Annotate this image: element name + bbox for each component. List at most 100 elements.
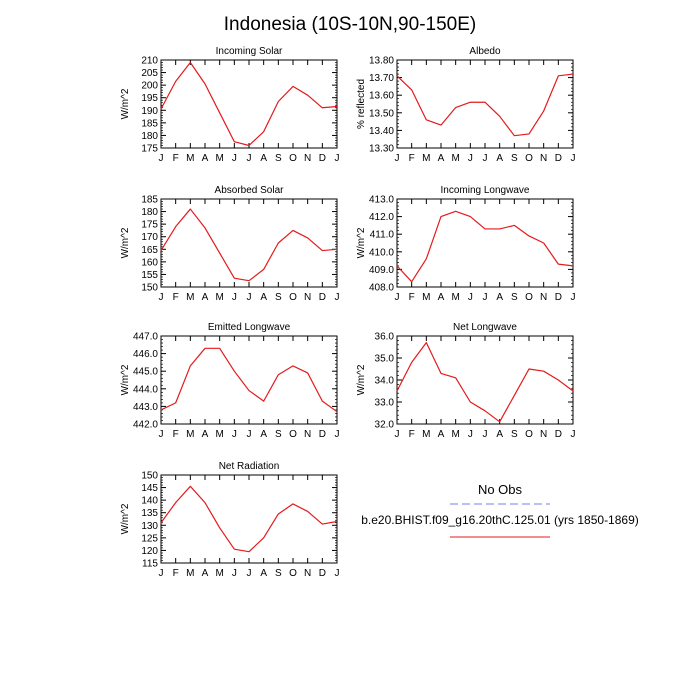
y-tick-label: 200 xyxy=(141,81,158,92)
x-tick-label: J xyxy=(483,429,488,440)
y-tick-label: 120 xyxy=(141,546,158,557)
x-tick-label: J xyxy=(335,292,340,303)
x-tick-label: A xyxy=(202,292,209,303)
x-tick-label: J xyxy=(395,292,400,303)
y-axis-label: % reflected xyxy=(356,79,367,129)
y-tick-label: 445.0 xyxy=(133,367,158,378)
x-tick-label: J xyxy=(232,292,237,303)
x-tick-label: O xyxy=(289,153,297,164)
x-tick-label: M xyxy=(186,429,194,440)
x-tick-label: N xyxy=(304,568,311,579)
x-tick-label: J xyxy=(247,292,252,303)
x-tick-label: A xyxy=(438,153,445,164)
y-tick-label: 13.80 xyxy=(369,56,394,67)
y-tick-label: 13.40 xyxy=(369,126,394,137)
y-tick-label: 410.0 xyxy=(369,247,394,258)
y-tick-label: 180 xyxy=(141,131,158,142)
y-tick-label: 150 xyxy=(141,283,158,294)
y-tick-label: 34.0 xyxy=(375,376,395,387)
x-tick-label: D xyxy=(555,429,562,440)
x-tick-label: N xyxy=(540,292,547,303)
x-tick-label: A xyxy=(260,292,267,303)
plot-frame xyxy=(160,335,338,425)
y-tick-label: 185 xyxy=(141,195,158,206)
y-axis-label: W/m^2 xyxy=(120,503,131,534)
chart-panel: Emitted Longwave W/m^2 442.0 443.0 444.0 445.… xyxy=(120,322,340,440)
panel-title: Albedo xyxy=(469,46,501,57)
chart-panel: Net RadiationW/m^21151201251301351401451… xyxy=(120,461,340,579)
x-tick-label: A xyxy=(496,429,503,440)
x-tick-label: F xyxy=(173,568,179,579)
x-tick-label: F xyxy=(173,429,179,440)
y-tick-label: 145 xyxy=(141,483,158,494)
y-tick-label: 412.0 xyxy=(369,212,394,223)
x-tick-label: J xyxy=(159,568,164,579)
x-tick-label: J xyxy=(247,568,252,579)
x-tick-label: F xyxy=(409,292,415,303)
x-tick-label: J xyxy=(232,429,237,440)
panel-title: Incoming Longwave xyxy=(441,185,530,196)
y-tick-label: 135 xyxy=(141,508,158,519)
x-tick-label: J xyxy=(335,429,340,440)
x-tick-label: A xyxy=(202,568,209,579)
x-tick-label: J xyxy=(468,153,473,164)
x-tick-label: J xyxy=(483,153,488,164)
plot-frame xyxy=(160,59,338,149)
y-tick-label: 446.0 xyxy=(133,349,158,360)
y-axis-label: W/m^2 xyxy=(120,364,131,395)
y-tick-label: 411.0 xyxy=(370,230,395,241)
y-tick-label: 115 xyxy=(142,559,158,570)
panel-title: Net Radiation xyxy=(219,461,280,472)
x-tick-label: O xyxy=(525,429,533,440)
y-tick-label: 180 xyxy=(141,207,158,218)
x-tick-label: S xyxy=(275,568,282,579)
x-tick-label: O xyxy=(525,153,533,164)
panel-title: Incoming Solar xyxy=(216,46,283,57)
y-tick-label: 13.70 xyxy=(369,73,394,84)
x-tick-label: A xyxy=(438,429,445,440)
y-tick-label: 160 xyxy=(141,257,158,268)
chart-panel: Incoming Longwave W/m^2 408.0 409.0 410.0 411… xyxy=(356,185,576,303)
x-tick-label: J xyxy=(247,153,252,164)
y-tick-label: 13.30 xyxy=(369,144,394,155)
y-tick-label: 408.0 xyxy=(369,283,394,294)
y-tick-label: 444.0 xyxy=(133,384,158,395)
x-tick-label: A xyxy=(496,292,503,303)
y-tick-label: 442.0 xyxy=(133,420,158,431)
x-tick-label: J xyxy=(159,429,164,440)
x-tick-label: J xyxy=(571,429,576,440)
x-tick-label: S xyxy=(511,153,518,164)
chart-panel: Absorbed SolarW/m^2150155160165170175180… xyxy=(120,185,340,303)
legend-model-label: b.e20.BHIST.f09_g16.20thC.125.01 (yrs 18… xyxy=(361,513,639,527)
y-tick-label: 125 xyxy=(141,533,158,544)
x-tick-label: M xyxy=(186,153,194,164)
plot-frame xyxy=(160,474,338,564)
x-tick-label: O xyxy=(289,292,297,303)
series-line-model xyxy=(160,208,338,282)
x-tick-label: F xyxy=(409,153,415,164)
plot-frame xyxy=(396,198,574,288)
x-tick-label: D xyxy=(319,292,326,303)
x-tick-label: O xyxy=(289,429,297,440)
y-tick-label: 443.0 xyxy=(133,402,158,413)
x-tick-label: D xyxy=(319,429,326,440)
x-tick-label: S xyxy=(511,429,518,440)
series-line-model xyxy=(160,485,338,553)
legend-obs-label: No Obs xyxy=(478,482,523,497)
chart-panel: Incoming SolarW/m^2175180185190195200205… xyxy=(120,46,340,164)
y-tick-label: 175 xyxy=(141,144,158,155)
x-tick-label: A xyxy=(260,568,267,579)
x-tick-label: M xyxy=(215,292,223,303)
x-tick-label: J xyxy=(571,153,576,164)
y-tick-label: 165 xyxy=(141,245,158,256)
y-tick-label: 409.0 xyxy=(369,265,394,276)
y-tick-label: 140 xyxy=(141,496,158,507)
y-axis-label: W/m^2 xyxy=(356,227,367,258)
y-tick-label: 210 xyxy=(141,56,158,67)
panel-title: Net Longwave xyxy=(453,322,517,333)
y-axis-label: W/m^2 xyxy=(120,227,131,258)
x-tick-label: S xyxy=(511,292,518,303)
figure-title: Indonesia (10S-10N,90-150E) xyxy=(224,14,476,35)
